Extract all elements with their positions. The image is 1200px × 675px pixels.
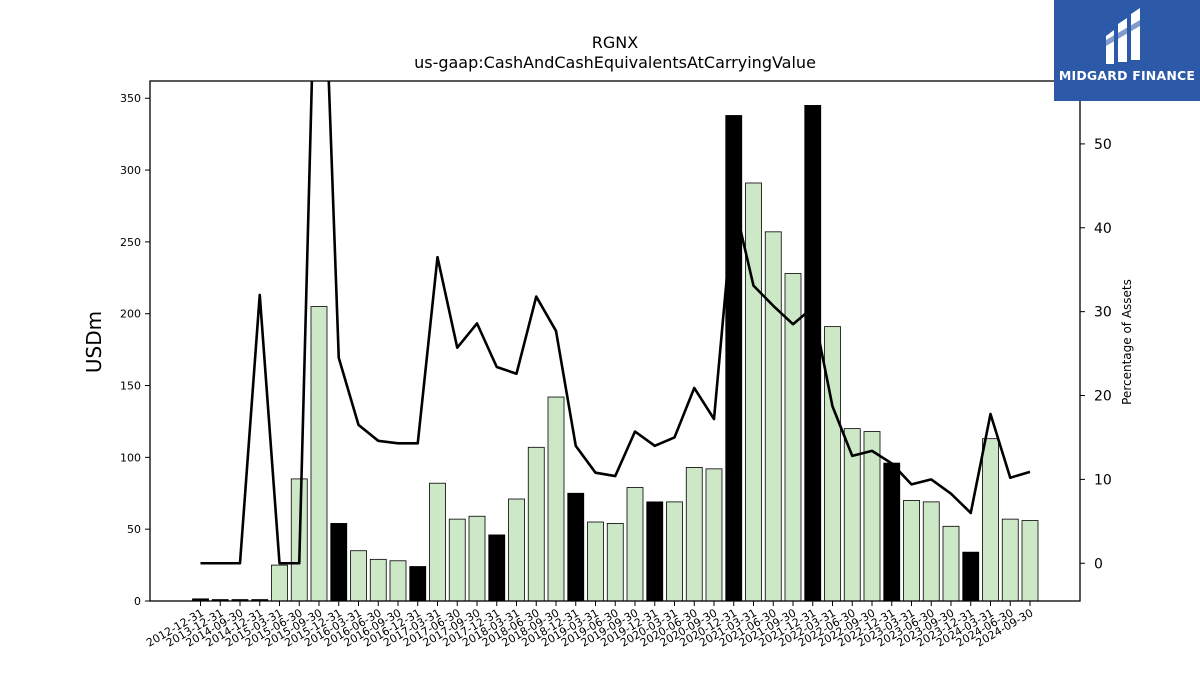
- bar: [982, 438, 999, 602]
- bar: [883, 462, 901, 602]
- y2-tick-label: 0: [1094, 556, 1103, 572]
- bar: [1001, 518, 1019, 602]
- bar: [646, 501, 664, 602]
- bar: [369, 558, 387, 602]
- brand-logo: MIDGARD FINANCE: [1054, 0, 1200, 101]
- bar: [824, 326, 841, 602]
- y-tick-label: 50: [127, 523, 141, 536]
- bar: [330, 523, 348, 602]
- bar: [429, 482, 446, 602]
- bar: [804, 105, 822, 602]
- bar: [962, 551, 980, 602]
- bar: [606, 523, 624, 602]
- bar: [666, 501, 683, 602]
- y-axis-label: USDm: [82, 311, 106, 373]
- bar: [745, 182, 762, 602]
- brand-name: MIDGARD FINANCE: [1058, 68, 1196, 83]
- bar: [903, 500, 920, 602]
- y2-tick-label: 10: [1094, 472, 1112, 488]
- bar: [508, 498, 525, 602]
- y-tick-label: 350: [120, 92, 141, 105]
- midgard-logo-icon: [1106, 8, 1140, 64]
- bar: [587, 521, 604, 602]
- series-line: [200, 81, 1031, 565]
- y2-tick-label: 20: [1094, 389, 1112, 405]
- bar: [725, 115, 743, 602]
- y2-tick-label: 30: [1094, 305, 1112, 321]
- bar: [468, 515, 486, 602]
- bar: [488, 534, 506, 602]
- y-tick-label: 0: [134, 595, 141, 608]
- bar: [764, 231, 782, 602]
- y2-tick-label: 50: [1094, 137, 1112, 153]
- bar: [409, 566, 427, 602]
- bar: [350, 550, 367, 602]
- bar: [527, 446, 545, 602]
- bar: [271, 564, 288, 602]
- y-tick-label: 200: [120, 308, 141, 321]
- y2-axis-label: Percentage of Assets: [1120, 279, 1134, 405]
- bar: [626, 487, 644, 602]
- bar: [705, 468, 723, 602]
- plot-frame: [149, 80, 1081, 602]
- chart-title: RGNX: [592, 33, 638, 52]
- y-tick-label: 150: [120, 380, 141, 393]
- bar: [389, 560, 407, 602]
- bar: [448, 518, 466, 602]
- y2-tick-label: 40: [1094, 221, 1112, 237]
- bar: [922, 501, 940, 602]
- y-tick-label: 250: [120, 236, 141, 249]
- plot-area: 050100150200250300350010203040502012-12-…: [120, 80, 1112, 650]
- bar: [685, 467, 703, 602]
- y-tick-label: 300: [120, 164, 141, 177]
- bar: [310, 306, 328, 602]
- bar: [942, 525, 960, 602]
- chart-subtitle: us-gaap:CashAndCashEquivalentsAtCarrying…: [414, 53, 816, 72]
- y-tick-label: 100: [120, 451, 141, 464]
- bar: [547, 396, 565, 602]
- bar: [863, 431, 881, 602]
- bar: [567, 492, 585, 602]
- bar: [1021, 520, 1039, 602]
